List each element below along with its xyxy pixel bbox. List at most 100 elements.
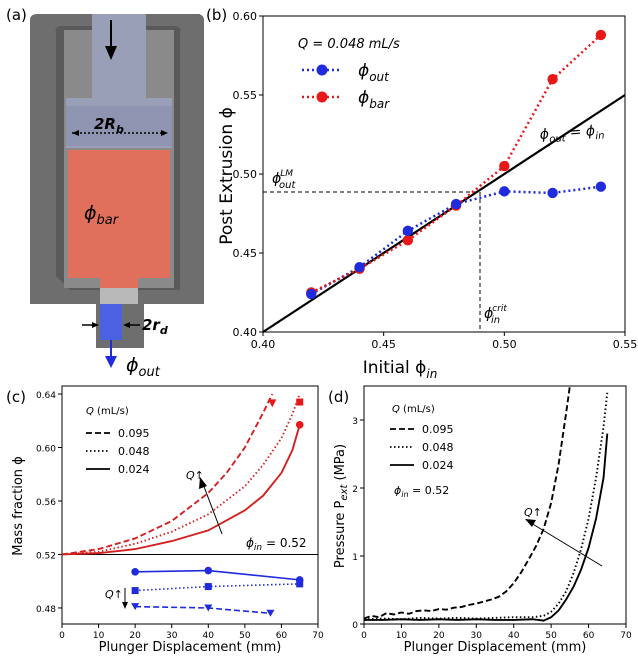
- panel-d-xtick-label: 30: [471, 631, 483, 641]
- data-point-phi-out: [354, 262, 365, 273]
- panel-c-xtick-label: 50: [239, 631, 251, 641]
- extrudate-point: [204, 566, 213, 575]
- q-increase-down-arrow-icon: [122, 602, 128, 609]
- panel-b-ytick-label: 0.45: [233, 247, 258, 260]
- label-phi-bar: ϕbar: [84, 202, 120, 228]
- end-point-marker: [268, 399, 277, 408]
- pressure-curve: [363, 385, 571, 620]
- panel-c-xtick-label: 60: [276, 631, 288, 641]
- extrudate-point: [204, 583, 212, 591]
- panel-c-xtick-label: 70: [312, 631, 324, 641]
- panel-d-ylabel: Pressure Pext (MPa): [333, 444, 350, 568]
- panel-c-xtick-label: 0: [59, 631, 65, 641]
- data-point-phi-bar: [595, 29, 607, 41]
- panel-c-xtick-label: 30: [166, 631, 178, 641]
- extrudate-point: [131, 587, 139, 595]
- pressure-curve: [363, 392, 609, 621]
- panel-d-xlabel: Plunger Displacement (mm): [404, 640, 587, 655]
- panel-b-xtick-label: 0.40: [251, 338, 276, 351]
- panel-d-legend-2: 0.024: [422, 459, 454, 472]
- identity-line: [262, 94, 626, 333]
- panel-d-frame: [363, 385, 627, 625]
- identity-line-label: ϕout = ϕin: [539, 123, 605, 146]
- panel-c-q-arrow: Q↑: [186, 469, 204, 482]
- panel-d-q-arrow: Q↑: [524, 506, 542, 519]
- panel-d-xtick-label: 70: [620, 631, 632, 641]
- flow-arrow-icon: [105, 46, 117, 60]
- panel-a-label: (a): [6, 6, 27, 24]
- extrudate-fraction-line: [135, 605, 271, 615]
- panel-c: (c) 0 10 20 30 40 50 60 700.480.520.560.600.64 …: [6, 385, 324, 655]
- label-phi-out: ϕout: [126, 354, 161, 380]
- panel-b-ytick-label: 0.60: [233, 10, 258, 23]
- extrudate-point: [204, 604, 213, 612]
- data-point-phi-bar: [547, 74, 558, 85]
- panel-c-frame: [61, 385, 319, 625]
- panel-c-ytick-label: 0.52: [36, 551, 56, 561]
- extrudate-point: [296, 580, 304, 588]
- panel-a: (a) 2Rb ϕbar 2rd ϕout: [6, 6, 204, 380]
- panel-b-ytick-label: 0.40: [233, 326, 258, 339]
- extrudate-point: [266, 609, 275, 617]
- series-line-phi-bar: [310, 34, 602, 294]
- panel-c-q-arrow-2: Q↑: [105, 588, 123, 601]
- data-point-phi-out: [402, 225, 413, 237]
- extrudate-point: [131, 568, 139, 576]
- panel-c-xtick-label: 10: [93, 631, 105, 641]
- q-increase-arrow-icon: [525, 519, 536, 527]
- label-2rd: 2rd: [142, 316, 168, 337]
- bar-fraction-curve: [61, 393, 274, 556]
- legend-marker-phi-bar: [316, 91, 328, 103]
- nozzle: [100, 288, 138, 304]
- panel-c-phi-in: ϕin = 0.52: [246, 536, 307, 553]
- panel-c-legend-1: 0.048: [118, 445, 150, 458]
- panel-c-ytick-label: 0.60: [36, 445, 56, 455]
- panel-b: (b) 0.40 0.45 0.50 0.55 0.40 0.45 0.50 0.55 0.60…: [206, 6, 637, 381]
- panel-b-ylabel: Post Extrusion ϕ: [217, 107, 237, 245]
- panel-d-label: (d): [328, 388, 349, 406]
- legend-phi-out: ϕout: [358, 61, 390, 84]
- end-point-marker: [296, 398, 304, 406]
- panel-c-xlabel: Plunger Displacement (mm): [99, 640, 282, 655]
- bar-fraction-curve: [61, 424, 301, 556]
- q-increase-arrow-icon: [199, 477, 207, 489]
- panel-d-xtick-label: 50: [545, 631, 557, 641]
- extrudate: [100, 304, 122, 340]
- data-point-phi-out: [450, 198, 462, 210]
- panel-d-legend-0: 0.095: [422, 423, 454, 436]
- panel-c-ytick-label: 0.64: [36, 391, 56, 401]
- panel-c-xtick-label: 40: [203, 631, 215, 641]
- panel-b-xtick-label: 0.55: [613, 338, 638, 351]
- panel-c-xtick-label: 20: [129, 631, 141, 641]
- plunger-rod: [92, 14, 146, 108]
- panel-d-legend-title: Q (mL/s): [392, 404, 435, 415]
- extrudate-point: [131, 603, 140, 611]
- data-point-phi-out: [499, 186, 510, 197]
- panel-d-xtick-label: 0: [361, 631, 367, 641]
- panel-b-xtick-label: 0.45: [371, 338, 396, 351]
- panel-d-legend-1: 0.048: [422, 441, 454, 454]
- panel-d: (d) 0 10 20 30 40 50 60 70 0 1 2 3 Q (mL/s) 0.095 0…: [328, 385, 632, 655]
- panel-d-ytick-label: 1: [352, 553, 358, 563]
- panel-c-ytick-label: 0.56: [36, 498, 56, 508]
- panel-b-ytick-label: 0.50: [233, 168, 258, 181]
- data-point-phi-bar: [402, 235, 413, 246]
- extrudate-fraction-line: [135, 583, 300, 592]
- panel-b-ytick-label: 0.55: [233, 89, 258, 102]
- panel-d-phi-in: ϕin = 0.52: [394, 484, 449, 499]
- end-point-marker: [295, 420, 304, 429]
- pressure-curve: [364, 433, 609, 622]
- legend-phi-bar: ϕbar: [358, 88, 390, 111]
- panel-c-ylabel: Mass fraction ϕ: [11, 456, 26, 556]
- extrudate-fraction-line: [135, 569, 300, 581]
- panel-d-xtick-label: 10: [396, 631, 408, 641]
- extrudate-point: [295, 576, 304, 584]
- panel-d-ytick-label: 0: [352, 621, 358, 631]
- data-point-phi-out: [306, 288, 317, 300]
- bar-fraction-curve: [61, 393, 301, 556]
- panel-c-ytick-label: 0.48: [36, 605, 56, 615]
- paste-body: [68, 150, 170, 266]
- panel-d-xtick-label: 40: [508, 631, 520, 641]
- panel-c-legend-2: 0.024: [118, 463, 150, 476]
- crit-label: ϕcrit in: [484, 304, 507, 326]
